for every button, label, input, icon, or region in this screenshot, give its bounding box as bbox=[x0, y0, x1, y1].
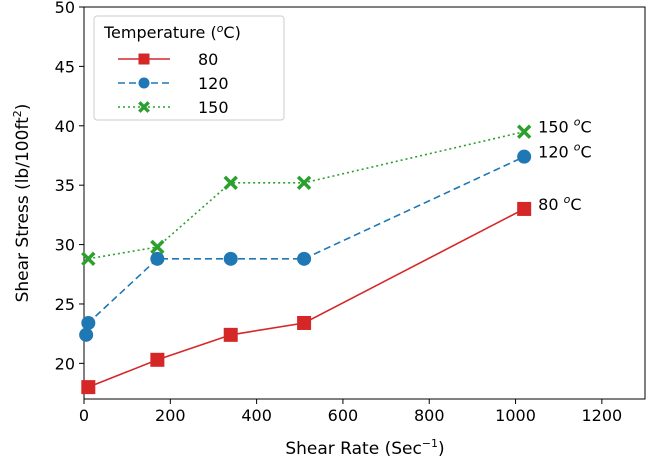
series-150 bbox=[81, 124, 532, 267]
data-point-150 bbox=[223, 175, 238, 190]
series-annotation-80: 80 oC bbox=[538, 193, 581, 214]
legend-label: 150 bbox=[198, 98, 229, 117]
series-layer bbox=[79, 124, 532, 395]
data-point-80 bbox=[81, 380, 96, 395]
x-tick-label: 800 bbox=[414, 406, 445, 425]
annotation-layer: 80 oC 120 oC 150 oC bbox=[538, 116, 592, 214]
y-axis-label: Shear Stress (lb/100ft2) bbox=[11, 104, 33, 303]
legend-marker bbox=[138, 77, 150, 89]
legend-label: 80 bbox=[198, 50, 218, 69]
series-120 bbox=[79, 149, 532, 342]
data-point-80 bbox=[223, 327, 238, 342]
x-axis-ticks: 0 200 400 600 800 1000 1200 bbox=[79, 399, 622, 425]
series-80 bbox=[81, 201, 532, 395]
data-point-80 bbox=[517, 201, 532, 216]
y-tick-label: 50 bbox=[55, 0, 75, 17]
x-tick-label: 400 bbox=[241, 406, 272, 425]
series-annotation-120: 120 oC bbox=[538, 141, 592, 162]
data-point-120 bbox=[297, 251, 312, 266]
data-point-150 bbox=[150, 239, 165, 255]
legend-title: Temperature (oC) bbox=[103, 22, 241, 42]
legend-entries: 80 120 150 bbox=[118, 50, 229, 117]
data-point-150 bbox=[296, 175, 312, 190]
y-tick-label: 25 bbox=[55, 295, 75, 314]
legend: Temperature (oC) 80 120 150 bbox=[93, 15, 285, 121]
series-annotation-150: 150 oC bbox=[538, 116, 592, 137]
x-tick-label: 600 bbox=[328, 406, 359, 425]
y-tick-label: 20 bbox=[55, 354, 75, 373]
y-axis-ticks: 20 25 30 35 40 45 50 bbox=[55, 0, 84, 373]
legend-marker bbox=[138, 53, 150, 65]
data-point-120 bbox=[79, 327, 94, 342]
y-tick-label: 45 bbox=[55, 57, 75, 76]
y-tick-label: 40 bbox=[55, 117, 75, 136]
data-point-120 bbox=[81, 315, 96, 330]
x-tick-label: 200 bbox=[155, 406, 186, 425]
data-point-80 bbox=[150, 352, 165, 367]
legend-box bbox=[93, 15, 285, 121]
x-tick-label: 1000 bbox=[495, 406, 536, 425]
data-point-150 bbox=[516, 124, 532, 139]
x-tick-label: 1200 bbox=[581, 406, 622, 425]
legend-entry-150: 150 bbox=[118, 98, 229, 117]
data-point-150 bbox=[81, 251, 96, 267]
y-tick-label: 30 bbox=[55, 236, 75, 255]
legend-label: 120 bbox=[198, 74, 229, 93]
data-point-80 bbox=[297, 315, 312, 330]
legend-entry-120: 120 bbox=[118, 74, 229, 93]
series-line-150 bbox=[88, 130, 525, 260]
legend-marker bbox=[138, 101, 150, 113]
data-point-120 bbox=[150, 251, 165, 266]
legend-entry-80: 80 bbox=[118, 50, 218, 69]
series-line-120 bbox=[85, 155, 525, 336]
data-point-120 bbox=[517, 149, 532, 164]
x-tick-label: 0 bbox=[79, 406, 89, 425]
x-axis-label: Shear Rate (Sec−1) bbox=[285, 437, 444, 459]
y-tick-label: 35 bbox=[55, 176, 75, 195]
data-point-120 bbox=[223, 251, 238, 266]
